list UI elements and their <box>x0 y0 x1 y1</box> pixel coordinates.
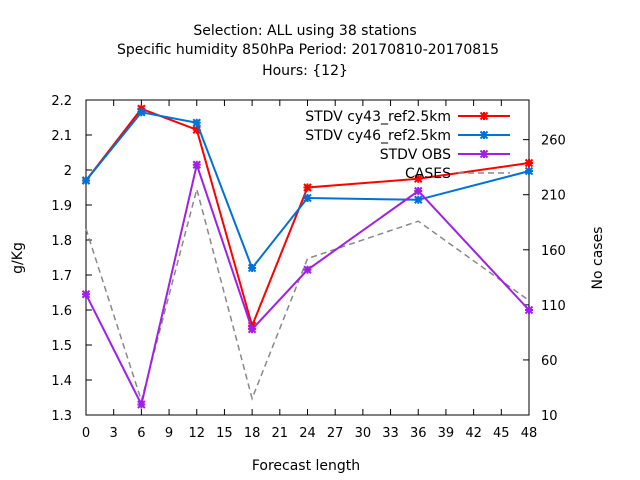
y-tick-label: 2.1 <box>51 129 72 144</box>
data-point <box>137 400 146 409</box>
data-point <box>247 325 257 334</box>
legend-label: STDV OBS <box>380 147 451 163</box>
data-point <box>414 195 423 204</box>
legend-label: STDV cy46_ref2.5km <box>305 128 451 144</box>
x-tick-label: 21 <box>272 426 289 441</box>
legend-marker <box>479 149 489 159</box>
y2-tick-label: 110 <box>541 299 566 314</box>
legend-label: STDV cy43_ref2.5km <box>305 109 451 125</box>
chart-title: Selection: ALL using 38 stations Specifi… <box>117 23 499 79</box>
y-tick-label: 1.4 <box>51 374 72 389</box>
x-axis-label: Forecast length <box>252 458 360 474</box>
legend-item-0: STDV cy43_ref2.5km <box>305 109 510 125</box>
data-point <box>524 158 534 168</box>
series-2 <box>81 160 534 409</box>
y-tick-label: 1.8 <box>51 234 72 249</box>
y2-tick-label: 160 <box>541 244 566 259</box>
x-tick-label: 24 <box>299 426 316 441</box>
y-tick-label: 2 <box>64 164 72 179</box>
x-tick-label: 42 <box>465 426 482 441</box>
x-tick-label: 48 <box>521 426 538 441</box>
x-axis: 0 3 6 9 12 15 18 21 24 27 30 33 36 39 42 45 48 <box>82 100 537 441</box>
y2-tick-label: 10 <box>541 409 558 424</box>
data-point <box>81 176 91 185</box>
data-point <box>303 193 312 203</box>
data-point <box>524 166 534 176</box>
data-point <box>524 305 534 315</box>
y-tick-label: 1.3 <box>51 409 72 424</box>
data-point <box>414 186 423 196</box>
x-tick-label: 3 <box>110 426 118 441</box>
y2-tick-label: 60 <box>541 354 558 369</box>
legend: STDV cy43_ref2.5km STDV cy46_ref2.5km STDV… <box>305 109 510 182</box>
y-axis: 1.3 1.4 1.5 1.6 1.7 1.8 1.9 2 2.1 2.2 <box>51 94 92 424</box>
y-tick-label: 1.6 <box>51 304 72 319</box>
data-point <box>247 263 257 273</box>
y-axis-label: g/Kg <box>10 242 26 274</box>
x-tick-label: 9 <box>165 426 173 441</box>
legend-marker <box>479 130 489 140</box>
y2-tick-label: 210 <box>541 189 566 204</box>
y-tick-label: 1.9 <box>51 199 72 214</box>
y2-tick-label: 260 <box>541 134 566 149</box>
x-tick-label: 27 <box>327 426 344 441</box>
data-point <box>192 118 201 127</box>
x-tick-label: 39 <box>438 426 455 441</box>
x-tick-label: 18 <box>244 426 261 441</box>
series-3 <box>85 186 530 404</box>
data-point <box>303 183 312 192</box>
x-tick-label: 33 <box>382 426 399 441</box>
y2-axis-label: No cases <box>590 227 606 290</box>
legend-item-3: CASES <box>405 166 510 182</box>
x-tick-label: 45 <box>493 426 510 441</box>
y2-axis: 10 60 110 160 210 260 <box>523 134 566 424</box>
series-layer <box>81 104 534 409</box>
y-tick-label: 2.2 <box>51 94 72 109</box>
data-point <box>192 160 201 169</box>
series-1 <box>81 108 534 273</box>
legend-item-2: STDV OBS <box>380 147 510 163</box>
y-tick-label: 1.7 <box>51 269 72 284</box>
title-line-3: Hours: {12} <box>262 63 348 79</box>
title-line-2: Specific humidity 850hPa Period: 2017081… <box>117 42 499 58</box>
legend-label: CASES <box>405 166 451 182</box>
legend-marker <box>479 111 489 121</box>
data-point <box>414 174 423 183</box>
x-tick-label: 0 <box>82 426 90 441</box>
legend-item-1: STDV cy46_ref2.5km <box>305 128 510 144</box>
plot-area-border <box>85 99 530 416</box>
data-point <box>81 290 91 299</box>
x-tick-label: 30 <box>355 426 372 441</box>
x-tick-label: 36 <box>410 426 427 441</box>
data-point <box>137 108 146 117</box>
x-tick-label: 6 <box>137 426 145 441</box>
y-tick-label: 1.5 <box>51 339 72 354</box>
data-point <box>303 265 312 274</box>
x-tick-label: 15 <box>216 426 233 441</box>
title-line-1: Selection: ALL using 38 stations <box>193 23 416 39</box>
series-line <box>85 186 530 404</box>
x-tick-label: 12 <box>188 426 205 441</box>
